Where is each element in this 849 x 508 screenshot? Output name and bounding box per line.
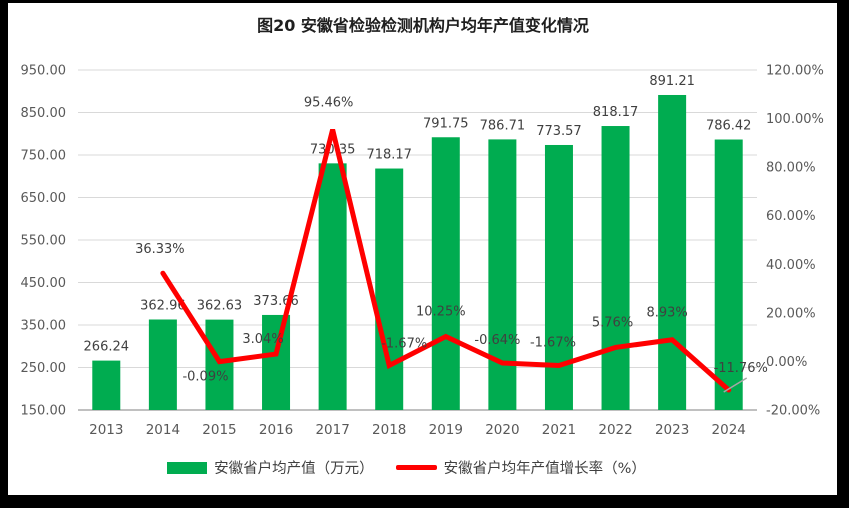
right-axis-tick-label: 40.00% [766, 258, 816, 273]
right-axis-tick-label: 20.00% [766, 306, 816, 321]
bar-value-label: 891.21 [649, 74, 695, 89]
bar-value-label: 266.24 [84, 340, 130, 355]
bar-2015 [205, 319, 234, 410]
right-axis-tick-label: 60.00% [766, 209, 816, 224]
bar-2024 [714, 139, 743, 411]
x-axis-category-label: 2016 [259, 422, 293, 438]
x-axis-category-label: 2022 [598, 422, 632, 438]
left-axis-tick-label: 350.00 [21, 319, 67, 334]
label-leader-line [723, 377, 748, 393]
bar-value-label: 362.96 [140, 298, 186, 313]
x-axis-category-label: 2020 [485, 422, 519, 438]
bar-2021 [544, 144, 573, 411]
right-axis-tick-label: 100.00% [766, 112, 824, 127]
growth-rate-value-label: 95.46% [304, 96, 354, 111]
x-axis-category-label: 2023 [655, 422, 689, 438]
left-axis-tick-label: 250.00 [21, 361, 67, 376]
line-series [160, 128, 732, 393]
x-axis-category-label: 2024 [712, 422, 746, 438]
left-axis-tick-label: 850.00 [21, 106, 67, 121]
bar-2022 [601, 126, 630, 411]
x-axis-category-label: 2018 [372, 422, 406, 438]
bar-value-label: 818.17 [593, 105, 639, 120]
legend-item-bar-series: 安徽省户均产值（万元） [167, 457, 374, 478]
left-axis-tick-label: 650.00 [21, 191, 67, 206]
growth-rate-value-label: 8.93% [646, 306, 687, 321]
growth-rate-value-label: -0.64% [474, 333, 520, 348]
right-axis-tick-label: -20.00% [766, 404, 820, 419]
x-axis-category-label: 2015 [202, 422, 236, 438]
left-axis-tick-label: 150.00 [21, 404, 67, 419]
growth-rate-line [160, 128, 732, 393]
growth-rate-value-label: 36.33% [135, 242, 185, 257]
bar-2017 [318, 163, 347, 410]
bar-series-swatch-icon [167, 461, 208, 474]
bar-2020 [488, 139, 517, 410]
bar-value-label: 786.71 [480, 118, 526, 133]
growth-rate-value-label: -11.76% [714, 361, 768, 376]
growth-rate-value-label: 5.76% [592, 315, 633, 330]
x-axis-category-label: 2013 [89, 422, 123, 438]
bar-2016 [262, 314, 291, 410]
left-axis-tick-label: 450.00 [21, 276, 67, 291]
bar-2023 [658, 94, 687, 410]
bar-value-label: 730.35 [310, 142, 356, 157]
growth-rate-value-label: 10.25% [416, 305, 466, 320]
bar-value-label: 718.17 [366, 148, 412, 163]
growth-rate-value-label: -1.67% [381, 336, 427, 351]
x-axis-category-label: 2017 [315, 422, 349, 438]
left-axis-tick-label: 550.00 [21, 234, 67, 249]
bar-2018 [375, 168, 404, 410]
axis-tick-labels: 150.00 250.00 350.00 450.00 550.00 650.00 750.… [21, 64, 824, 439]
legend-label-line-series: 安徽省户均年产值增长率（%） [443, 461, 646, 477]
left-axis-tick-label: 950.00 [21, 64, 67, 79]
x-axis-category-label: 2019 [429, 422, 463, 438]
bar-2019 [431, 137, 460, 410]
bar-2014 [148, 319, 177, 410]
line-value-labels: 36.33% -0.09% 3.04% 95.46% -1.67% 10.25% -0.64… [135, 96, 768, 393]
bar-value-label: 773.57 [536, 124, 582, 139]
right-axis-tick-label: 120.00% [766, 64, 824, 79]
legend-item-line-series: 安徽省户均年产值增长率（%） [395, 457, 646, 478]
growth-rate-value-label: -0.09% [182, 370, 228, 385]
right-axis-tick-label: 80.00% [766, 161, 816, 176]
legend-label-bar-series: 安徽省户均产值（万元） [214, 461, 374, 477]
bar-series [92, 94, 743, 411]
bar-2013 [92, 360, 121, 410]
left-axis-tick-label: 750.00 [21, 149, 67, 164]
growth-rate-value-label: 3.04% [242, 332, 283, 347]
bar-value-label: 362.63 [197, 299, 243, 314]
x-axis-category-label: 2021 [542, 422, 576, 438]
bar-value-label: 786.42 [706, 119, 752, 134]
legend: 安徽省户均产值（万元） 安徽省户均年产值增长率（%） [0, 457, 831, 478]
x-axis-category-label: 2014 [146, 422, 180, 438]
chart-title: 图20 安徽省检验检测机构户均年产值变化情况 [257, 16, 589, 35]
right-axis-tick-label: 0.00% [766, 355, 807, 370]
growth-rate-value-label: -1.67% [530, 335, 576, 350]
line-series-swatch-icon [395, 465, 437, 470]
chart-surface [8, 3, 837, 495]
gridlines [78, 69, 757, 411]
bar-value-label: 791.75 [423, 116, 469, 131]
